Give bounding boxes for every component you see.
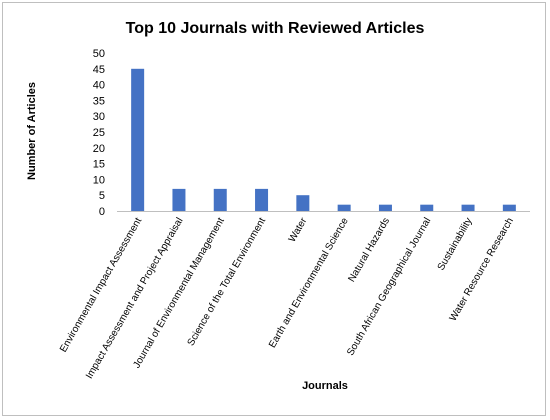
bar [255,188,269,211]
x-category-label: Journal of Environmental Management [131,216,227,370]
x-category-label: Science of the Total Environment [186,216,269,348]
bars [131,68,516,211]
x-category-label: Earth and Environmental Science [267,216,351,350]
y-tick-label: 10 [93,174,105,186]
x-category-label: Water [287,215,310,244]
y-axis-label: Number of Articles [26,82,38,180]
bar [502,204,516,211]
x-category-label: South African Geographical Journal [345,216,433,358]
bar [461,204,475,211]
bar [337,204,351,211]
bar [378,204,392,211]
bar [131,68,145,211]
y-tick-label: 30 [93,111,105,123]
y-tick-label: 45 [93,64,105,76]
bar [296,195,310,211]
chart-title: Top 10 Journals with Reviewed Articles [126,20,425,37]
y-tick-label: 0 [99,206,105,218]
y-tick-label: 15 [93,159,105,171]
y-tick-label: 35 [93,95,105,107]
bar [213,188,227,211]
bar [172,188,186,211]
x-category-label: Sustainability [436,216,475,273]
x-category-label: Natural Hazards [346,216,392,284]
y-tick-label: 40 [93,80,105,92]
y-tick-label: 5 [99,190,105,202]
x-axis-label: Journals [302,380,348,392]
y-tick-label: 50 [93,48,105,60]
chart-frame [2,2,546,416]
y-tick-label: 25 [93,127,105,139]
bar [420,204,434,211]
y-axis-ticks: 0 5 10 15 20 25 30 35 40 45 50 [93,48,105,218]
y-tick-label: 20 [93,143,105,155]
x-category-label: Environmental Impact Assessment [58,216,144,355]
